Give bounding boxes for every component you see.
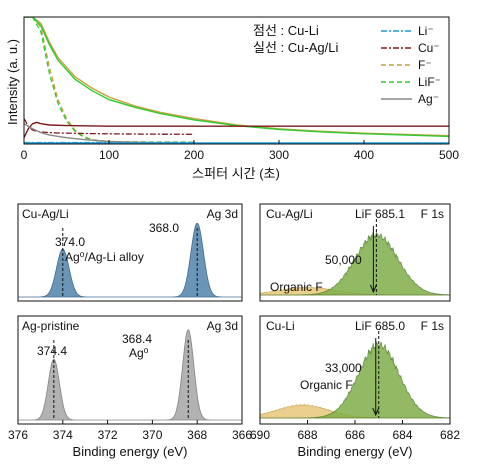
component-area-1	[260, 230, 451, 296]
f1s-x-axis-label: Binding energy (eV)	[298, 444, 413, 459]
series-line-0	[24, 17, 195, 143]
ag3d-ag0-annotation: Ag⁰	[129, 346, 149, 360]
ag3d-alloy-annotation: Ag⁰/Ag-Li alloy	[65, 250, 144, 264]
top-chart: 0 100 200 300 400 500 스퍼터 시간 (초) Intensity (a…	[5, 16, 459, 181]
f1s-top-sample-label: Cu-Ag/Li	[266, 207, 313, 221]
count-arrow-head	[369, 284, 377, 294]
f1s-top-region-label: F 1s	[421, 207, 444, 221]
series-line-4	[24, 17, 449, 137]
ag3d-x-tick-label: 368	[187, 428, 207, 442]
top-x-tick-label: 500	[439, 148, 459, 162]
legend-label-3: LiF⁻	[418, 75, 441, 89]
legend-label-1: Cu⁻	[418, 41, 440, 55]
f1s-cu-li-components	[259, 331, 451, 419]
f1s-cu-ag-li-panel: Cu-Ag/Li F 1s LiF 685.1 50,000 Organic F	[259, 203, 451, 302]
top-x-tick-label: 300	[269, 148, 289, 162]
series-line-5	[24, 17, 449, 138]
ag3d-top-sample-label: Cu-Ag/Li	[22, 207, 69, 221]
ag3d-panels: Cu-Ag/Li Ag 3d 374.0 Ag⁰/Ag-Li alloy 368…	[8, 203, 252, 459]
ag3d-top-region-label: Ag 3d	[207, 207, 238, 221]
top-series-group	[24, 17, 449, 144]
legend-label-4: Ag⁻	[418, 92, 439, 106]
f1s-x-axis: 690 688 686 684 682	[250, 420, 460, 442]
ag3d-x-tick-label: 372	[98, 428, 118, 442]
ag3d-peak-label-374-0: 374.0	[55, 235, 85, 249]
top-y-axis-label: Intensity (a. u.)	[5, 39, 20, 125]
series-line-6	[24, 121, 449, 139]
ag3d-peak-label-368-4: 368.4	[122, 332, 152, 346]
ag3d-x-axis: 376 374 372 370 368 366	[8, 420, 252, 442]
top-x-axis-label: 스퍼터 시간 (초)	[192, 166, 280, 181]
top-x-tick-label: 100	[99, 148, 119, 162]
f1s-top-organic-label: Organic F	[270, 280, 323, 294]
ag3d-peak-label-374-4: 374.4	[37, 344, 67, 358]
f1s-top-frame	[259, 203, 451, 302]
ag3d-x-tick-label: 376	[8, 428, 28, 442]
series-line-1	[24, 17, 195, 143]
ag3d-peak-label-368-0: 368.0	[149, 221, 179, 235]
f1s-bottom-organic-label: Organic F	[300, 378, 353, 392]
ag3d-x-axis-label: Binding energy (eV)	[73, 444, 188, 459]
ag3d-x-tick-label: 374	[53, 428, 73, 442]
ag3d-top-frame	[17, 203, 243, 302]
spectrum-area	[18, 329, 242, 421]
ag3d-pristine-peaks	[18, 329, 242, 421]
solid-style-note: 실선 : Cu-Ag/Li	[253, 40, 338, 55]
f1s-cu-li-panel: Cu-Li F 1s LiF 685.0 33,000 Organic F 69…	[250, 315, 460, 459]
legend-label-0: Li⁻	[418, 24, 434, 38]
top-x-tick-label: 400	[354, 148, 374, 162]
dashed-style-note: 점선 : Cu-Li	[253, 23, 319, 38]
f1s-cu-ag-li-components	[259, 219, 451, 296]
series-line-2	[24, 118, 195, 135]
component-area-1	[260, 341, 451, 419]
ag3d-bottom-region-label: Ag 3d	[207, 319, 238, 333]
ag3d-x-tick-label: 366	[232, 428, 252, 442]
top-x-tick-label: 0	[21, 148, 28, 162]
top-legend: Li⁻ Cu⁻ F⁻ LiF⁻ Ag⁻	[381, 24, 441, 106]
f1s-bottom-lif-label: LiF 685.0	[355, 319, 405, 333]
f1s-x-tick-label: 688	[297, 428, 317, 442]
legend-label-2: F⁻	[418, 58, 432, 72]
f1s-top-count-label: 50,000	[325, 253, 362, 267]
f1s-bottom-region-label: F 1s	[421, 319, 444, 333]
ag3d-pristine-panel: Ag-pristine Ag 3d 374.4 368.4 Ag⁰ 376 374…	[8, 315, 252, 459]
f1s-x-tick-label: 682	[440, 428, 460, 442]
ag3d-cu-ag-li-panel: Cu-Ag/Li Ag 3d 374.0 Ag⁰/Ag-Li alloy 368…	[17, 203, 243, 302]
ag3d-bottom-sample-label: Ag-pristine	[22, 319, 80, 333]
f1s-bottom-sample-label: Cu-Li	[266, 319, 295, 333]
f1s-top-lif-label: LiF 685.1	[355, 207, 405, 221]
top-x-axis: 0 100 200 300 400 500	[21, 140, 459, 162]
top-plot-frame	[23, 16, 450, 145]
f1s-x-tick-label: 684	[392, 428, 412, 442]
f1s-x-tick-label: 690	[250, 428, 270, 442]
count-arrow-head	[372, 407, 380, 417]
ag3d-bottom-frame	[17, 315, 243, 425]
f1s-panels: Cu-Ag/Li F 1s LiF 685.1 50,000 Organic F…	[250, 203, 460, 459]
ag3d-cu-ag-li-peaks	[18, 222, 242, 298]
ag3d-x-tick-label: 370	[142, 428, 162, 442]
f1s-bottom-count-label: 33,000	[325, 361, 362, 375]
top-x-tick-label: 200	[184, 148, 204, 162]
f1s-x-tick-label: 686	[345, 428, 365, 442]
